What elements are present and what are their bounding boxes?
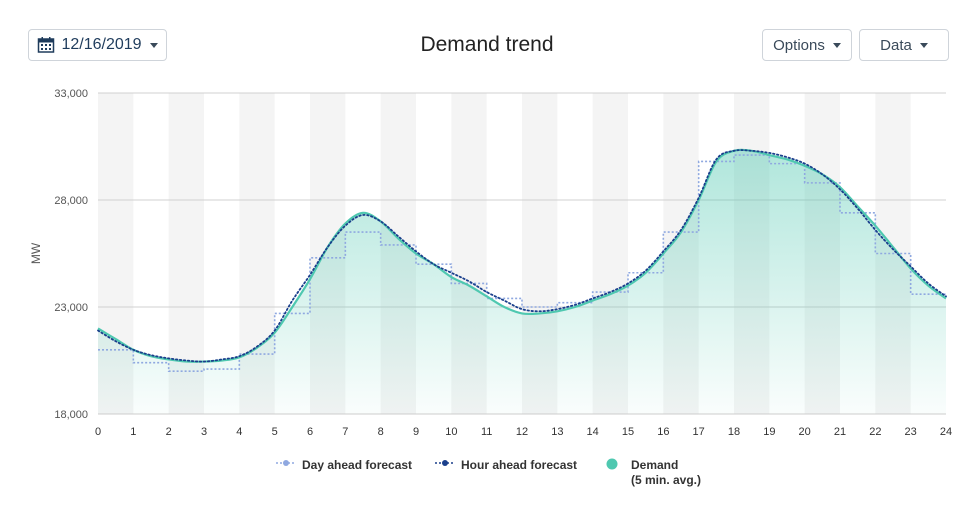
- date-label: 12/16/2019: [61, 36, 142, 53]
- x-tick-label: 4: [236, 426, 242, 438]
- x-tick-label: 10: [445, 426, 457, 438]
- legend-sublabel: (5 min. avg.): [631, 473, 702, 487]
- legend-label: Hour ahead forecast: [461, 458, 578, 472]
- legend-label: Demand: [631, 458, 679, 472]
- caret-down-icon: [149, 42, 158, 48]
- data-label: Data: [880, 36, 912, 54]
- demand-legend-icon: [606, 458, 618, 470]
- caret-down-icon: [832, 42, 841, 48]
- legend-demand[interactable]: Demand (5 min. avg.): [605, 458, 701, 488]
- demand-line: [97, 148, 947, 363]
- x-tick-label: 9: [413, 426, 419, 438]
- caret-down-icon: [919, 42, 928, 48]
- date-picker-button[interactable]: 12/16/2019: [28, 29, 167, 61]
- y-tick-label: 33,000: [54, 88, 88, 100]
- x-tick-label: 14: [587, 426, 599, 438]
- y-tick-label: 23,000: [54, 302, 88, 314]
- x-tick-label: 21: [834, 426, 846, 438]
- x-tick-label: 6: [307, 426, 313, 438]
- demand-area: [98, 149, 946, 414]
- hour-ahead-legend-icon: [435, 460, 455, 466]
- x-tick-label: 13: [551, 426, 563, 438]
- legend-hour-ahead[interactable]: Hour ahead forecast: [435, 458, 577, 472]
- x-tick-label: 19: [763, 426, 775, 438]
- x-tick-label: 0: [95, 426, 101, 438]
- x-tick-label: 1: [130, 426, 136, 438]
- options-dropdown-button[interactable]: Options: [762, 29, 852, 61]
- day-ahead-legend-icon: [276, 460, 296, 466]
- x-tick-label: 20: [799, 426, 811, 438]
- x-tick-label: 23: [905, 426, 917, 438]
- hour-ahead-forecast-line: [97, 149, 947, 363]
- x-tick-label: 2: [166, 426, 172, 438]
- y-tick-label: 28,000: [54, 195, 88, 207]
- x-tick-label: 7: [342, 426, 348, 438]
- x-tick-label: 16: [657, 426, 669, 438]
- x-tick-label: 3: [201, 426, 207, 438]
- y-axis-label: MW: [29, 242, 43, 264]
- x-tick-label: 17: [693, 426, 705, 438]
- y-tick-label: 18,000: [54, 409, 88, 421]
- options-label: Options: [773, 36, 825, 54]
- x-tick-label: 18: [728, 426, 740, 438]
- x-tick-label: 24: [940, 426, 952, 438]
- data-dropdown-button[interactable]: Data: [859, 29, 949, 61]
- x-tick-label: 8: [378, 426, 384, 438]
- calendar-icon: [37, 36, 55, 54]
- series-layer: [97, 148, 947, 414]
- x-tick-label: 5: [272, 426, 278, 438]
- x-tick-label: 22: [869, 426, 881, 438]
- page-title: Demand trend: [420, 33, 554, 56]
- legend-day-ahead[interactable]: Day ahead forecast: [276, 458, 412, 472]
- x-tick-label: 15: [622, 426, 634, 438]
- x-tick-label: 11: [481, 426, 492, 438]
- legend-label: Day ahead forecast: [302, 458, 413, 472]
- x-tick-label: 12: [516, 426, 528, 438]
